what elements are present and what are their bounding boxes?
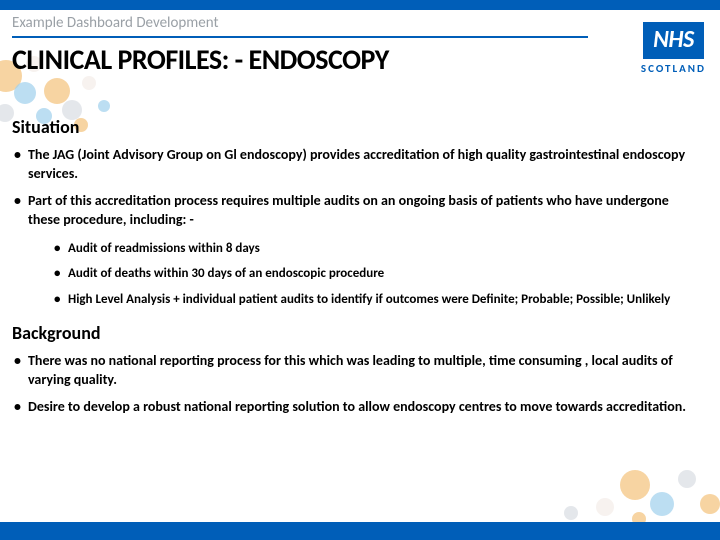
- decoration-circle: [44, 78, 70, 104]
- bottom-bar: [0, 522, 720, 540]
- situation-list: The JAG (Joint Advisory Group on Gl endo…: [14, 146, 700, 308]
- list-item: Desire to develop a robust national repo…: [14, 398, 700, 417]
- decoration-circle: [14, 82, 36, 104]
- list-item-text: Part of this accreditation process requi…: [28, 192, 669, 228]
- background-list: There was no national reporting process …: [14, 352, 700, 417]
- decoration-circle: [564, 506, 578, 520]
- list-item: Part of this accreditation process requi…: [14, 192, 700, 308]
- top-bar: [0, 0, 720, 10]
- decoration-circle: [700, 494, 720, 514]
- list-item: Audit of readmissions within 8 days: [54, 240, 700, 258]
- decoration-circle: [620, 470, 650, 500]
- nhs-logo-subtext: SCOTLAND: [641, 62, 706, 75]
- decoration-circle: [82, 76, 96, 90]
- list-item: There was no national reporting process …: [14, 352, 700, 390]
- decoration-circle: [678, 470, 696, 488]
- slide: Example Dashboard Development CLINICAL P…: [0, 0, 720, 540]
- section-heading-background: Background: [12, 322, 700, 344]
- section-heading-situation: Situation: [12, 116, 700, 138]
- list-item: Audit of deaths within 30 days of an end…: [54, 265, 700, 283]
- decoration-circle: [596, 498, 614, 516]
- list-item: High Level Analysis + individual patient…: [54, 291, 700, 309]
- content-area: Situation The JAG (Joint Advisory Group …: [12, 110, 700, 431]
- page-title: CLINICAL PROFILES: - ENDOSCOPY: [12, 42, 389, 77]
- nhs-logo-text: NHS: [643, 22, 704, 59]
- decoration-circle: [650, 492, 674, 516]
- breadcrumb: Example Dashboard Development: [12, 14, 218, 32]
- nhs-logo: NHS SCOTLAND: [641, 22, 706, 75]
- situation-sublist: Audit of readmissions within 8 days Audi…: [54, 240, 700, 309]
- title-rule: [12, 36, 588, 38]
- list-item: The JAG (Joint Advisory Group on Gl endo…: [14, 146, 700, 184]
